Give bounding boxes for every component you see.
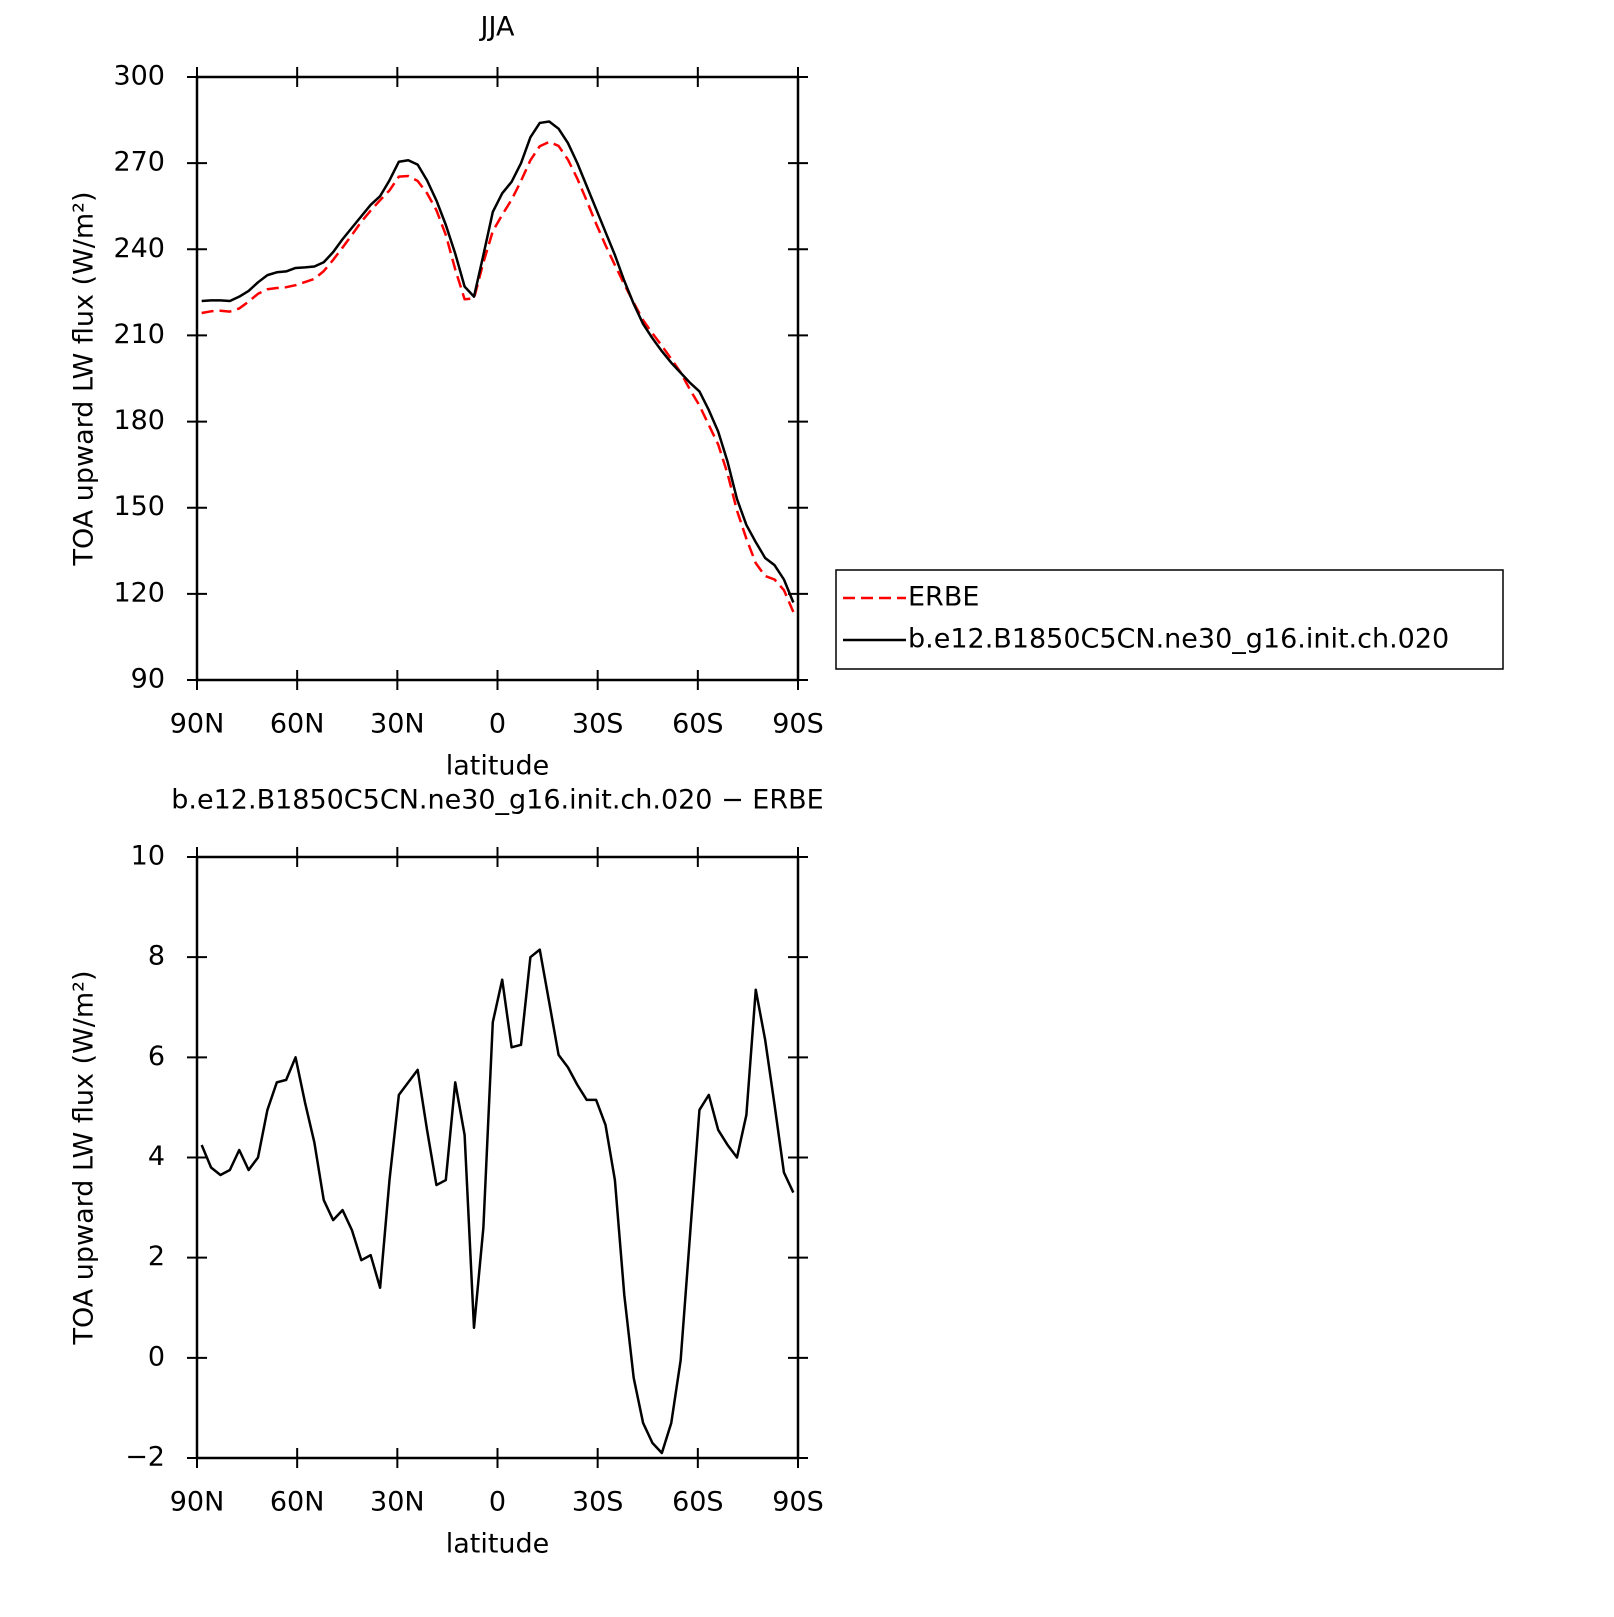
- y-axis-label: TOA upward LW flux (W/m²): [69, 191, 100, 566]
- chart-title: JJA: [479, 12, 515, 43]
- x-tick-label: 30N: [370, 1487, 425, 1518]
- y-tick-label: 150: [113, 491, 165, 522]
- x-tick-label: 0: [489, 709, 506, 740]
- x-tick-label: 60N: [270, 1487, 325, 1518]
- plot-frame: [195, 855, 800, 1460]
- data-line: [201, 120, 795, 603]
- y-tick-label: 8: [148, 941, 165, 972]
- y-tick-label: 300: [113, 61, 165, 92]
- x-tick-label: 0: [489, 1487, 506, 1518]
- x-tick-label: 90S: [772, 709, 824, 740]
- y-tick-label: 180: [113, 405, 165, 436]
- y-tick-label: 120: [113, 577, 165, 608]
- y-tick-label: 10: [131, 841, 165, 872]
- y-tick-label: 6: [148, 1041, 165, 1072]
- legend-label: ERBE: [908, 582, 979, 613]
- legend-label: b.e12.B1850C5CN.ne30_g16.init.ch.020: [908, 624, 1449, 655]
- y-tick-label: 0: [148, 1341, 165, 1372]
- y-axis-label: TOA upward LW flux (W/m²): [69, 970, 100, 1345]
- data-line: [201, 140, 795, 613]
- x-tick-label: 90N: [170, 709, 225, 740]
- plot-frame: [195, 75, 800, 682]
- x-tick-label: 90S: [772, 1487, 824, 1518]
- y-tick-label: 2: [148, 1241, 165, 1272]
- x-tick-label: 90N: [170, 1487, 225, 1518]
- x-tick-label: 60S: [672, 1487, 724, 1518]
- chart-title: b.e12.B1850C5CN.ne30_g16.init.ch.020 − E…: [171, 785, 823, 816]
- data-line: [200, 948, 795, 1455]
- x-tick-label: 30S: [572, 1487, 624, 1518]
- x-tick-label: 60S: [672, 709, 724, 740]
- x-axis-label: latitude: [446, 1529, 550, 1560]
- x-tick-label: 30N: [370, 709, 425, 740]
- x-tick-label: 30S: [572, 709, 624, 740]
- y-tick-label: −2: [125, 1442, 165, 1473]
- x-axis-label: latitude: [446, 751, 550, 782]
- y-tick-label: 240: [113, 233, 165, 264]
- y-tick-label: 210: [113, 319, 165, 350]
- y-tick-label: 4: [148, 1141, 165, 1172]
- y-tick-label: 90: [131, 664, 165, 695]
- y-tick-label: 270: [113, 147, 165, 178]
- x-tick-label: 60N: [270, 709, 325, 740]
- legend-box: [835, 569, 1504, 670]
